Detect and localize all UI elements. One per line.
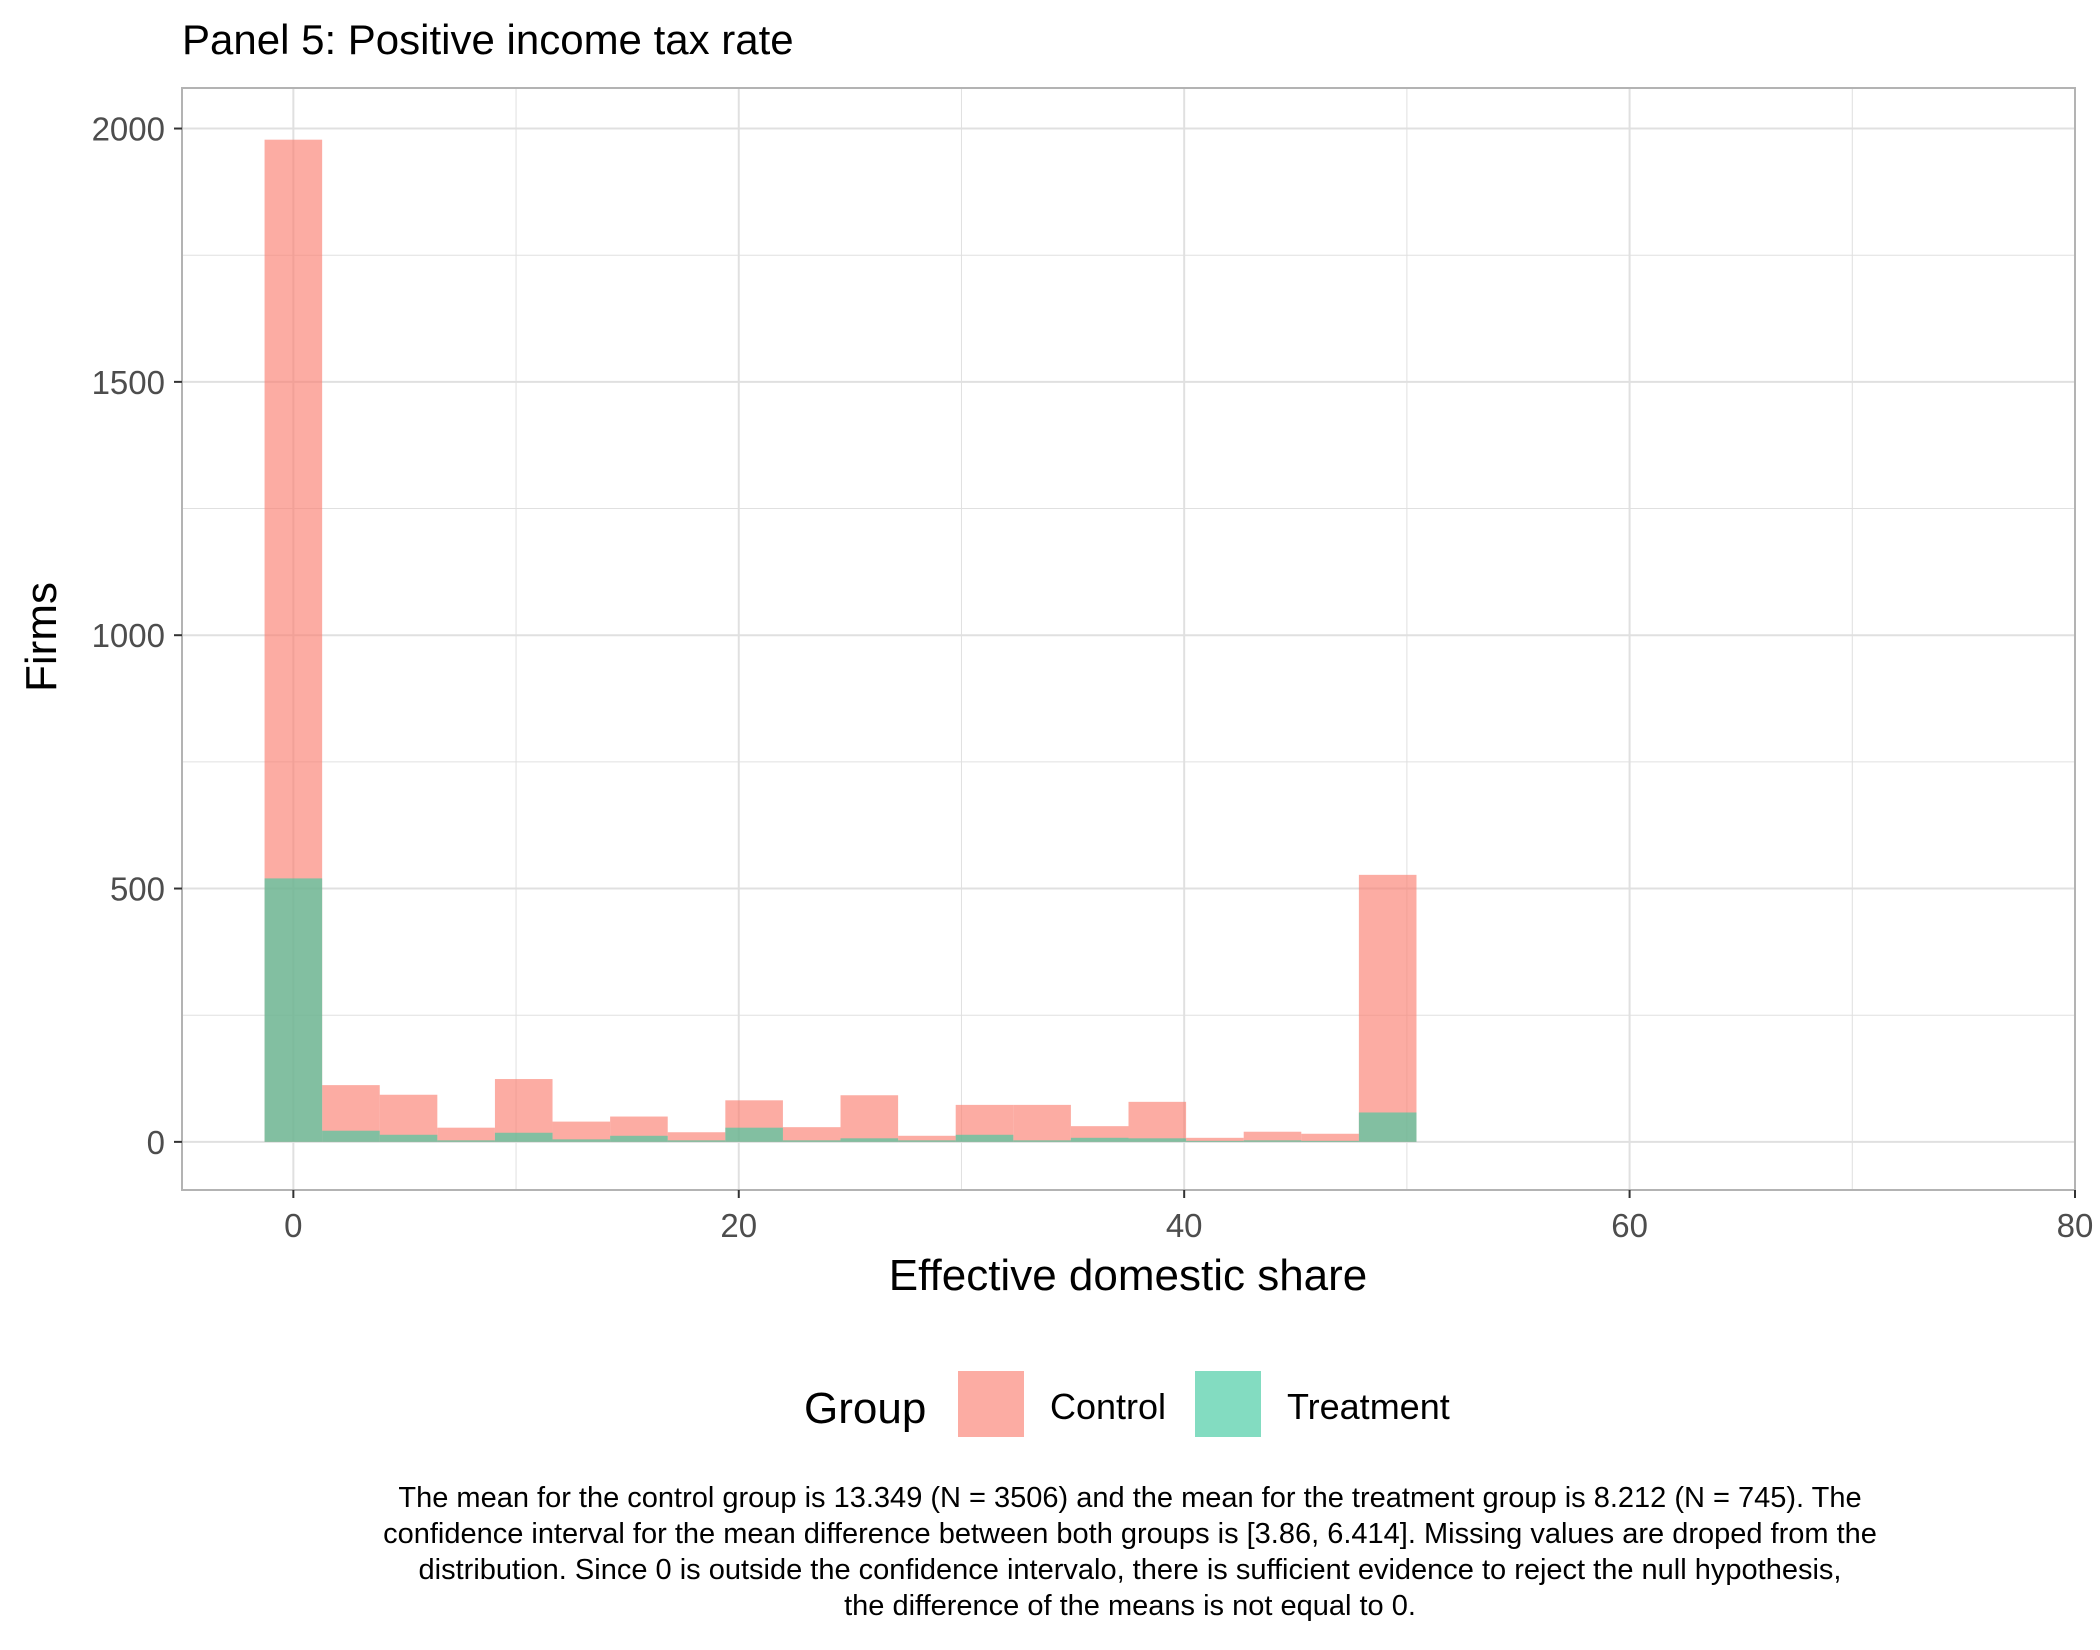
bar-control — [898, 1135, 956, 1142]
y-axis-label: Firms — [17, 582, 66, 692]
plot-panel — [181, 87, 2076, 1191]
bar-treatment — [1301, 1140, 1359, 1142]
legend-label-control: Control — [1050, 1386, 1166, 1427]
axis-ticks: 0 20 40 60 80 0 500 1000 1500 2000 — [92, 111, 2094, 1244]
y-tick-label: 500 — [110, 871, 165, 908]
legend-key-control — [958, 1371, 1024, 1437]
caption-line: distribution. Since 0 is outside the con… — [418, 1554, 1842, 1586]
bar-control — [494, 1079, 553, 1142]
bar-treatment — [379, 1134, 438, 1142]
bar-treatment — [955, 1134, 1014, 1142]
caption-line: The mean for the control group is 13.349… — [398, 1482, 1862, 1514]
bar-control — [1186, 1137, 1244, 1142]
bar-treatment — [322, 1130, 380, 1142]
bar-treatment — [1243, 1140, 1302, 1142]
bar-control — [1128, 1101, 1187, 1142]
bar-control — [1013, 1104, 1071, 1142]
y-tick-label: 2000 — [92, 111, 165, 148]
bar-treatment — [1358, 1112, 1417, 1142]
bar-control — [667, 1132, 726, 1142]
x-tick-label: 60 — [1611, 1207, 1648, 1244]
y-tick-label: 1500 — [92, 364, 165, 401]
bar-treatment — [840, 1138, 899, 1142]
bar-control — [552, 1121, 611, 1142]
histogram-bars — [264, 139, 1417, 1142]
caption-line: the difference of the means is not equal… — [844, 1590, 1416, 1622]
x-tick-label: 40 — [1166, 1207, 1203, 1244]
bar-control — [1301, 1133, 1359, 1142]
chart-caption: The mean for the control group is 13.349… — [250, 1480, 2010, 1624]
bar-treatment — [264, 878, 323, 1142]
bar-treatment — [1070, 1137, 1129, 1142]
legend-title: Group — [804, 1384, 926, 1433]
bar-control — [437, 1127, 495, 1142]
chart-title: Panel 5: Positive income tax rate — [182, 16, 794, 63]
caption-line: confidence interval for the mean differe… — [383, 1518, 1877, 1550]
x-tick-label: 20 — [720, 1207, 757, 1244]
legend: Group Control Treatment — [804, 1371, 1450, 1437]
x-tick-label: 80 — [2057, 1207, 2094, 1244]
bar-control — [840, 1095, 899, 1142]
y-tick-label: 0 — [147, 1124, 165, 1161]
legend-label-treatment: Treatment — [1287, 1386, 1450, 1427]
bar-treatment — [782, 1140, 841, 1142]
bar-control — [1243, 1131, 1302, 1142]
legend-key-treatment — [1195, 1371, 1261, 1437]
bar-treatment — [1013, 1140, 1071, 1142]
bar-treatment — [898, 1140, 956, 1142]
bar-treatment — [610, 1135, 668, 1142]
bar-treatment — [437, 1140, 495, 1142]
x-tick-label: 0 — [284, 1207, 302, 1244]
grid — [182, 88, 2076, 1190]
bar-treatment — [1186, 1140, 1244, 1142]
bar-treatment — [725, 1127, 783, 1142]
bar-control — [782, 1127, 841, 1142]
x-axis-label: Effective domestic share — [889, 1251, 1368, 1300]
bar-treatment — [494, 1132, 553, 1142]
bar-control — [379, 1094, 438, 1142]
bar-control — [1358, 874, 1417, 1142]
bar-treatment — [667, 1140, 726, 1142]
bar-treatment — [552, 1139, 611, 1142]
bar-treatment — [1128, 1138, 1187, 1142]
y-tick-label: 1000 — [92, 617, 165, 654]
